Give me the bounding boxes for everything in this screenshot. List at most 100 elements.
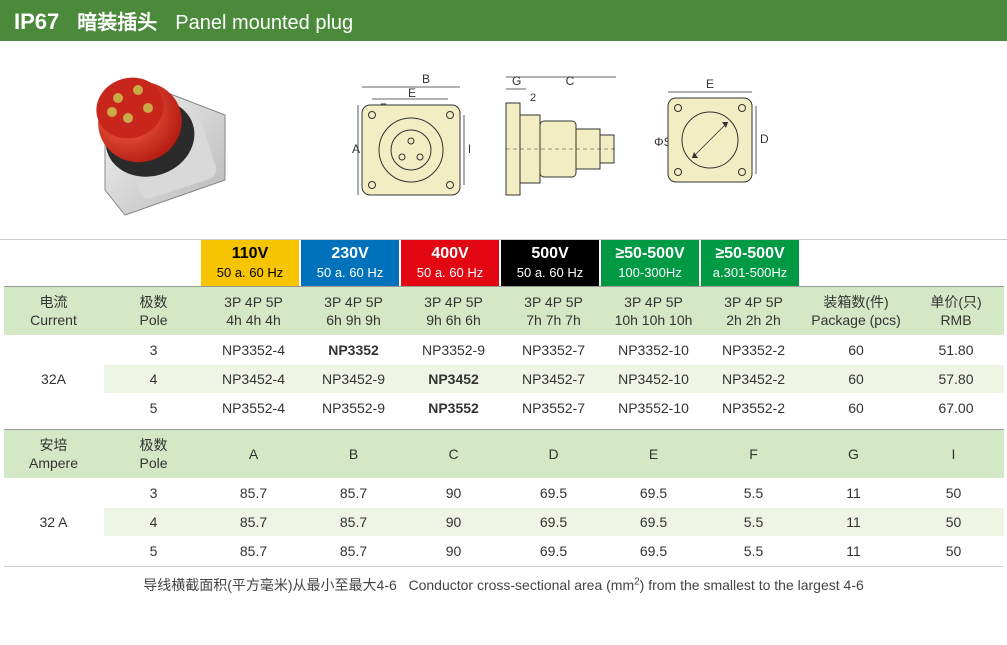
cell-rmb: 67.00 [909, 394, 1004, 423]
cell-dim: 5.5 [704, 479, 804, 508]
cell-rmb: 57.80 [909, 365, 1004, 394]
diagram-side: G C 2 [500, 73, 620, 208]
svg-text:G: G [512, 74, 521, 88]
cell-pole: 5 [104, 394, 204, 423]
ip-rating: IP67 [14, 9, 59, 35]
cell-dim: 5.5 [704, 508, 804, 537]
svg-text:C: C [566, 74, 575, 88]
table-row: 32A3NP3352-4NP3352NP3352-9NP3352-7NP3352… [4, 336, 1004, 365]
cell-model: NP3552-4 [204, 394, 304, 423]
cell-dim: 69.5 [504, 479, 604, 508]
voltage-50-500-a: ≥50-500V 100-300Hz [601, 240, 699, 286]
cell-dim: 85.7 [204, 537, 304, 566]
title-bar: IP67 暗装插头 Panel mounted plug [0, 0, 1007, 41]
th-v3: 3P 4P 5P9h 6h 6h [404, 286, 504, 335]
footer-note: 导线横截面积(平方毫米)从最小至最大4-6 Conductor cross-se… [4, 566, 1003, 605]
cell-dim: 69.5 [604, 537, 704, 566]
cell-pkg: 60 [804, 336, 909, 365]
svg-text:E: E [706, 78, 714, 91]
cell-pole: 3 [104, 336, 204, 365]
th-v5: 3P 4P 5P10h 10h 10h [604, 286, 704, 335]
cell-pole: 4 [104, 508, 204, 537]
dim-label: B [422, 73, 430, 86]
voltage-110: 110V 50 a. 60 Hz [201, 240, 299, 286]
cell-pkg: 60 [804, 365, 909, 394]
cell-model: NP3352-7 [504, 336, 604, 365]
voltage-500: 500V 50 a. 60 Hz [501, 240, 599, 286]
cell-pole: 4 [104, 365, 204, 394]
cell-dim: 85.7 [304, 479, 404, 508]
svg-text:E: E [408, 86, 416, 100]
voltage-230: 230V 50 a. 60 Hz [301, 240, 399, 286]
cell-model: NP3452-10 [604, 365, 704, 394]
th-pole2: 极数 Pole [104, 430, 204, 479]
svg-text:D: D [760, 132, 769, 146]
cell-dim: 11 [804, 537, 904, 566]
cell-model: NP3452-4 [204, 365, 304, 394]
table-row: 485.785.79069.569.55.51150 [4, 508, 1004, 537]
th-v6: 3P 4P 5P2h 2h 2h [704, 286, 804, 335]
cell-pole: 3 [104, 479, 204, 508]
hero-row: B E F A D [0, 41, 1007, 239]
cell-dim: 11 [804, 508, 904, 537]
technical-diagrams: B E F A D [340, 73, 770, 208]
th-v4: 3P 4P 5P7h 7h 7h [504, 286, 604, 335]
cell-model: NP3552 [404, 394, 504, 423]
table-row: 5NP3552-4NP3552-9NP3552NP3552-7NP3552-10… [4, 394, 1004, 423]
cell-dim: 50 [904, 537, 1004, 566]
cell-model: NP3452-2 [704, 365, 804, 394]
cell-dim: 85.7 [204, 479, 304, 508]
svg-text:D: D [468, 142, 470, 156]
voltage-400: 400V 50 a. 60 Hz [401, 240, 499, 286]
cell-model: NP3352-9 [404, 336, 504, 365]
voltage-50-500-b: ≥50-500V a.301-500Hz [701, 240, 799, 286]
voltage-header-row: 110V 50 a. 60 Hz 230V 50 a. 60 Hz 400V 5… [0, 239, 1007, 286]
cell-model: NP3452 [404, 365, 504, 394]
cell-pkg: 60 [804, 394, 909, 423]
cell-model: NP3552-7 [504, 394, 604, 423]
cell-model: NP3552-10 [604, 394, 704, 423]
cell-dim: 85.7 [304, 537, 404, 566]
th-current: 电流 Current [4, 286, 104, 335]
product-illustration [70, 60, 240, 220]
cell-model: NP3452-7 [504, 365, 604, 394]
cell-dim: 50 [904, 479, 1004, 508]
cell-pole: 5 [104, 537, 204, 566]
cell-model: NP3552-9 [304, 394, 404, 423]
th-v1: 3P 4P 5P4h 4h 4h [204, 286, 304, 335]
table-row: 585.785.79069.569.55.51150 [4, 537, 1004, 566]
cell-dim: 85.7 [304, 508, 404, 537]
cell-dim: 85.7 [204, 508, 304, 537]
diagram-front: B E F A D [340, 73, 470, 208]
cell-model: NP3352-4 [204, 336, 304, 365]
cell-model: NP3552-2 [704, 394, 804, 423]
svg-text:2: 2 [530, 92, 536, 104]
table-row: 32 A385.785.79069.569.55.51150 [4, 479, 1004, 508]
cell-dim: 50 [904, 508, 1004, 537]
cell-dim: 69.5 [504, 537, 604, 566]
cell-model: NP3452-9 [304, 365, 404, 394]
cell-current: 32A [4, 336, 104, 423]
cell-dim: 69.5 [604, 508, 704, 537]
cell-model: NP3352-10 [604, 336, 704, 365]
cell-rmb: 51.80 [909, 336, 1004, 365]
cell-dim: 90 [404, 537, 504, 566]
title-cn: 暗装插头 [77, 6, 157, 35]
cell-dim: 11 [804, 479, 904, 508]
th-pole: 极数 Pole [104, 286, 204, 335]
th-ampere: 安培 Ampere [4, 430, 104, 479]
cell-model: NP3352 [304, 336, 404, 365]
cell-dim: 90 [404, 479, 504, 508]
cell-dim: 69.5 [504, 508, 604, 537]
svg-text:A: A [352, 142, 360, 156]
cell-model: NP3352-2 [704, 336, 804, 365]
cell-dim: 5.5 [704, 537, 804, 566]
diagram-back: E ΦS D [650, 78, 770, 203]
th-v2: 3P 4P 5P6h 9h 9h [304, 286, 404, 335]
table-row: 4NP3452-4NP3452-9NP3452NP3452-7NP3452-10… [4, 365, 1004, 394]
cell-dim: 90 [404, 508, 504, 537]
spec-table-dimensions: 安培 Ampere 极数 Pole A B C D E F G I 32 A38… [4, 429, 1004, 566]
spec-table-models: 电流 Current 极数 Pole 3P 4P 5P4h 4h 4h 3P 4… [4, 286, 1004, 423]
th-pkg: 装箱数(件)Package (pcs) [804, 286, 909, 335]
title-en: Panel mounted plug [175, 12, 353, 35]
